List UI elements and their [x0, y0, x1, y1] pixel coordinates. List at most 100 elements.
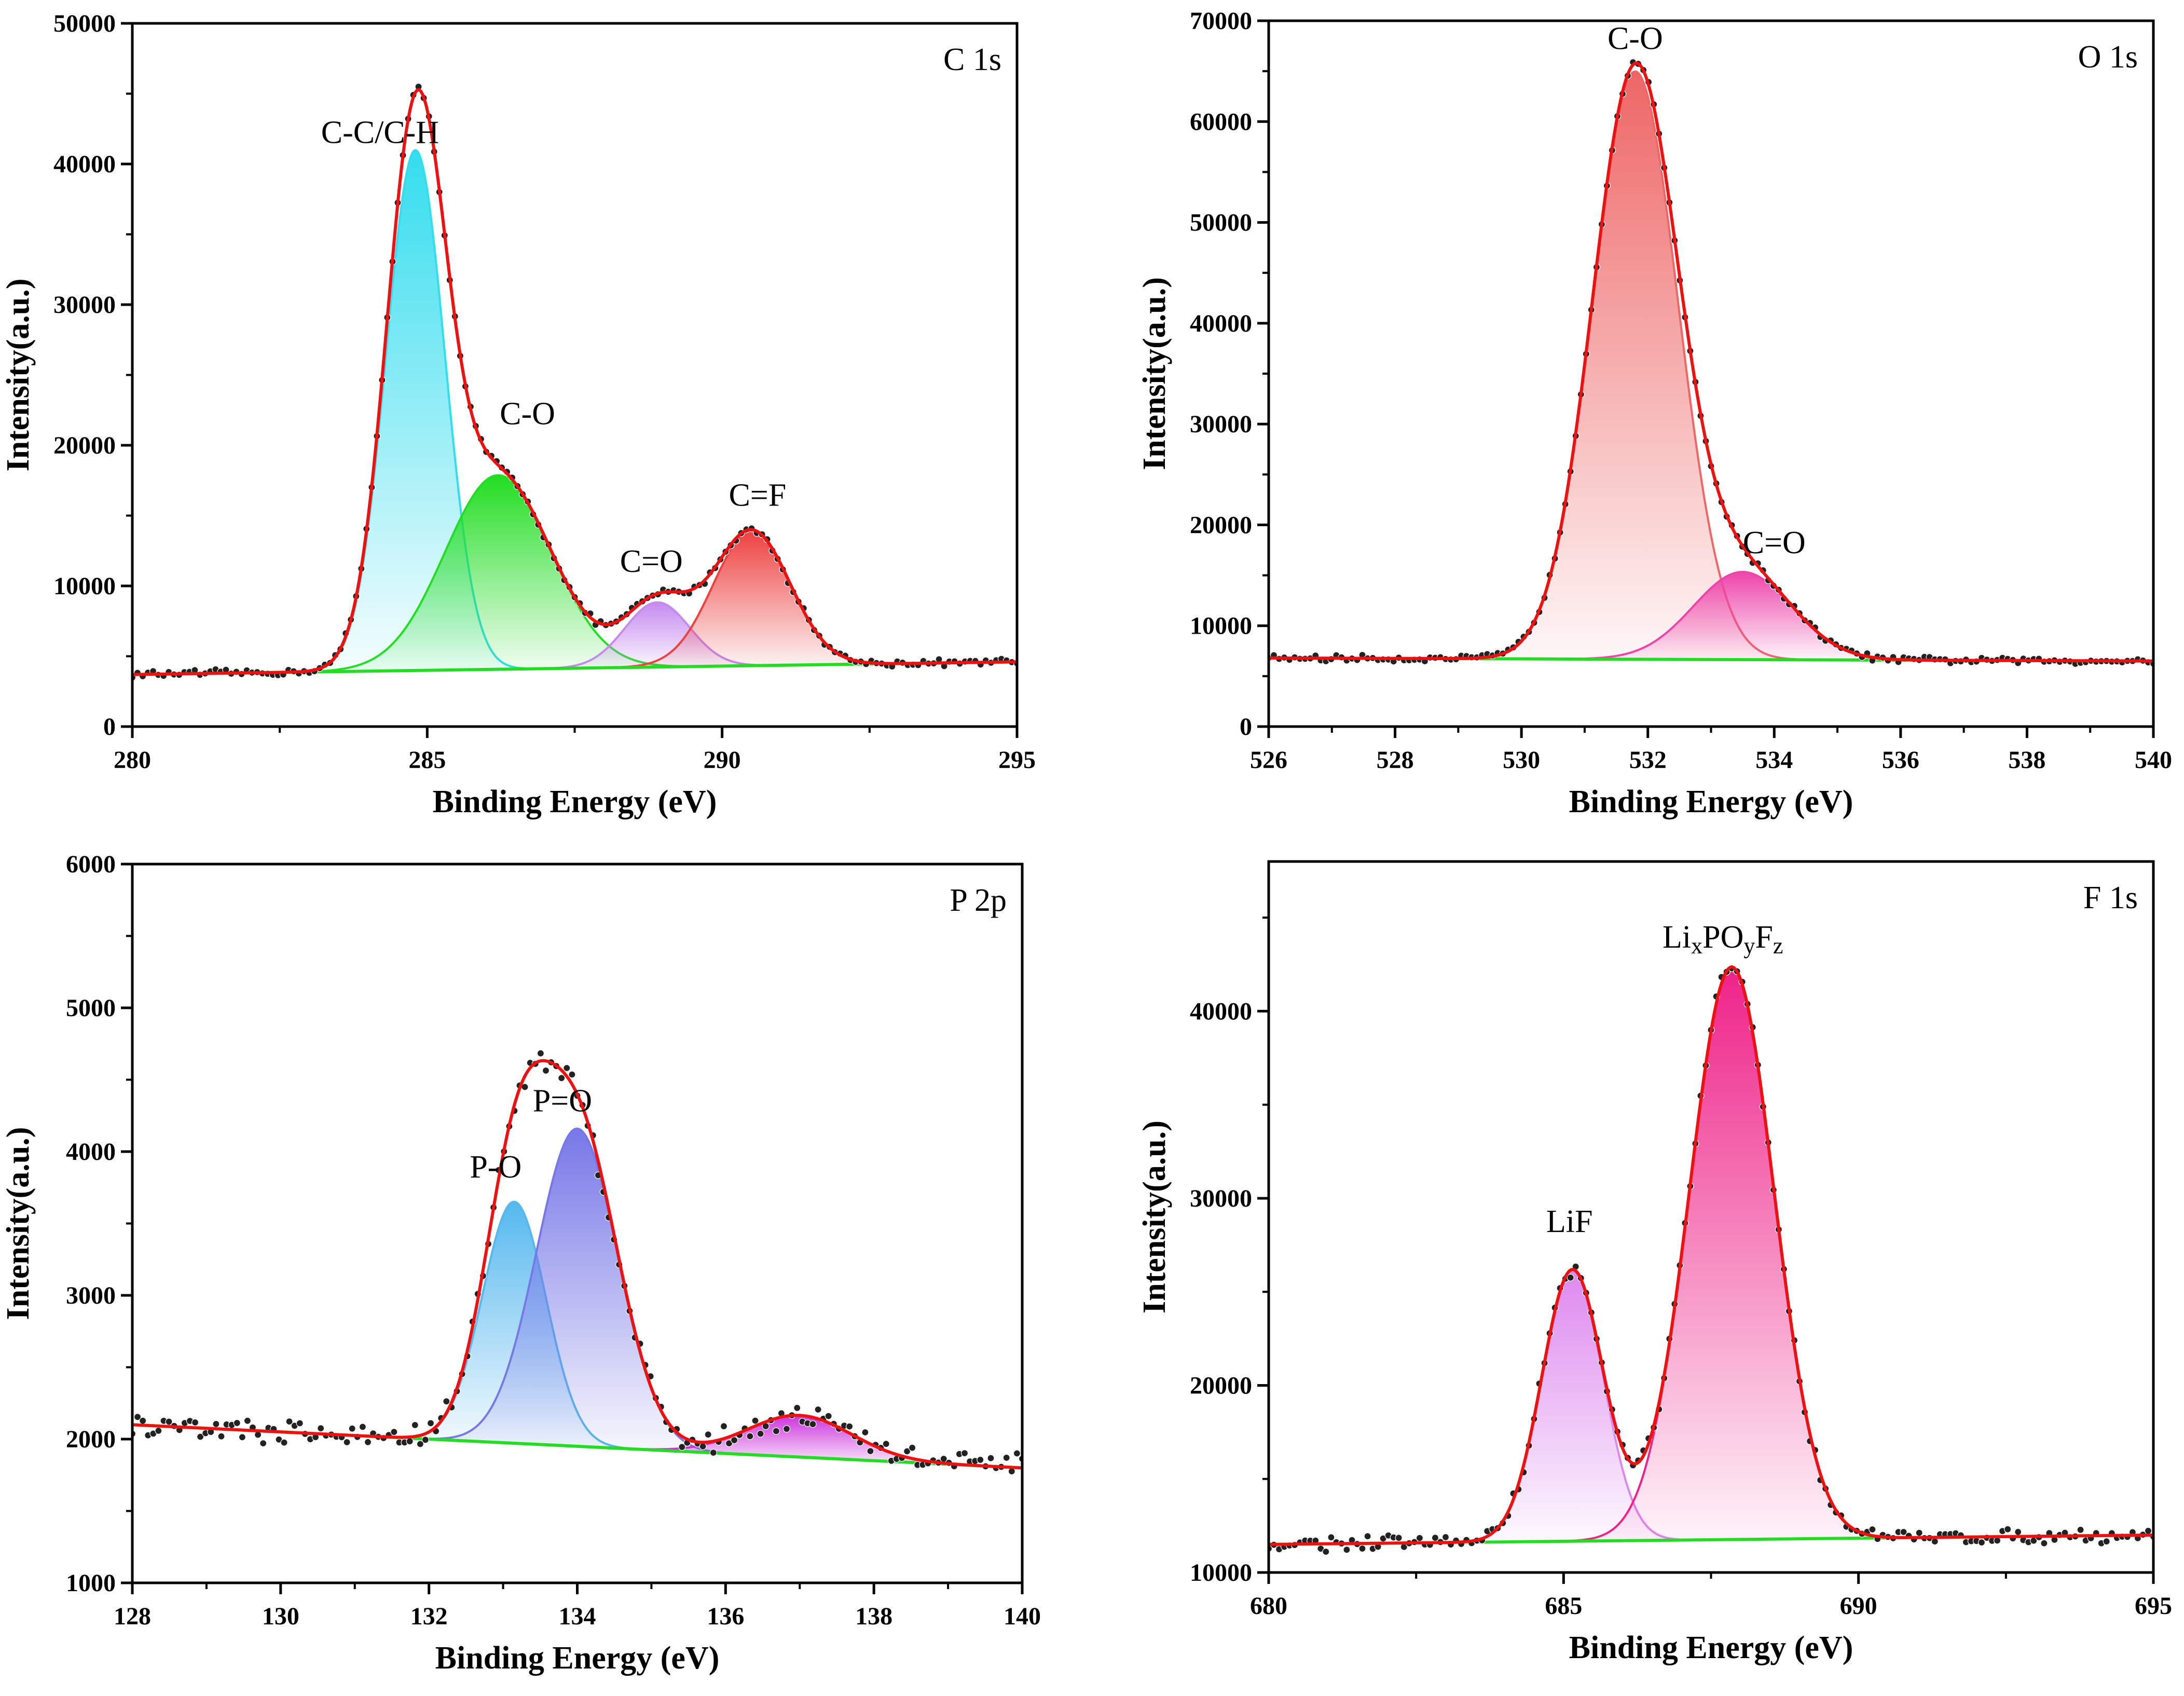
x-axis-title: Binding Energy (eV) — [433, 784, 717, 819]
peak-fill — [1444, 1270, 1701, 1543]
peak-label: C=O — [620, 544, 683, 579]
raw-data-point — [757, 1430, 764, 1438]
raw-data-point — [2077, 1526, 2084, 1534]
peak-fill — [582, 1415, 1018, 1468]
peak-fill — [406, 1128, 749, 1455]
y-tick-label: 2000 — [66, 1426, 116, 1453]
raw-data-point — [134, 1413, 142, 1421]
plot-area — [1269, 964, 2153, 1556]
raw-data-point — [704, 1431, 712, 1439]
raw-data-point — [217, 1432, 225, 1440]
raw-data-point — [568, 1071, 576, 1078]
x-tick-label: 134 — [559, 1603, 596, 1630]
raw-data-point — [867, 1447, 874, 1455]
y-tick-label: 30000 — [53, 291, 116, 319]
raw-data-point — [720, 1423, 728, 1430]
raw-data-point — [2014, 1528, 2022, 1536]
peak-label: C=O — [1743, 525, 1806, 560]
raw-data-point — [678, 1443, 686, 1451]
y-tick-label: 20000 — [1190, 1372, 1252, 1399]
x-tick-label: 136 — [707, 1603, 744, 1630]
y-tick-label: 20000 — [1190, 511, 1252, 539]
y-axis-title: Intensity(a.u.) — [1, 278, 36, 471]
envelope-fit-curve — [1269, 61, 2153, 663]
x-tick-label: 530 — [1503, 746, 1540, 774]
x-tick-label: 528 — [1377, 746, 1414, 774]
raw-data-point — [1931, 1538, 1939, 1545]
raw-data-point — [1567, 1274, 1574, 1281]
raw-data-point — [421, 1436, 430, 1444]
x-axis-title: Binding Energy (eV) — [1569, 1630, 1853, 1665]
raw-data-point — [814, 1405, 822, 1414]
envelope-fit-curve — [1269, 965, 2153, 1546]
raw-data-point — [782, 1425, 791, 1433]
panel-label: P 2p — [950, 883, 1007, 918]
y-tick-label: 30000 — [1190, 411, 1252, 438]
peak-label: P=O — [533, 1083, 592, 1118]
y-tick-label: 20000 — [53, 432, 116, 459]
raw-data-point — [197, 1433, 204, 1441]
raw-data-point — [793, 1404, 801, 1412]
raw-data-point — [427, 1419, 435, 1427]
raw-data-point — [903, 1447, 911, 1455]
x-tick-label: 526 — [1250, 746, 1287, 774]
raw-data-point — [1915, 1529, 1923, 1537]
y-tick-label: 10000 — [1190, 612, 1252, 640]
x-tick-label: 685 — [1545, 1592, 1582, 1620]
raw-data-point — [238, 1433, 246, 1441]
peak-label: LiF — [1546, 1204, 1593, 1239]
peak-label: C=F — [729, 478, 786, 513]
raw-data-point — [908, 1444, 916, 1452]
raw-data-point — [348, 1425, 356, 1432]
raw-data-point — [537, 1049, 545, 1057]
raw-data-point — [259, 1440, 267, 1447]
plot-area — [132, 1049, 1022, 1475]
raw-data-point — [882, 1440, 890, 1448]
raw-data-point — [285, 1418, 293, 1426]
x-tick-label: 130 — [262, 1603, 299, 1630]
raw-data-point — [416, 1440, 424, 1448]
raw-data-point — [2040, 1539, 2048, 1547]
panel-2: 128 130 132 134 136 138 140 1000 2000 3000 4000 500… — [1, 851, 1041, 1676]
x-tick-label: 680 — [1250, 1592, 1287, 1620]
raw-data-point — [212, 1420, 220, 1428]
y-tick-label: 40000 — [53, 151, 116, 178]
raw-data-point — [139, 1417, 147, 1425]
raw-data-point — [406, 1438, 414, 1445]
peak-fill — [590, 530, 913, 668]
raw-data-point — [825, 1412, 832, 1420]
raw-data-point — [1358, 1544, 1366, 1552]
x-tick-label: 690 — [1840, 1592, 1877, 1620]
raw-data-point — [1002, 1454, 1010, 1461]
x-tick-label: 532 — [1629, 746, 1667, 774]
panel-label: O 1s — [2078, 39, 2138, 75]
peak-label: LixPOyFz — [1663, 920, 1783, 959]
raw-data-point — [542, 1066, 550, 1074]
panel-label: F 1s — [2083, 880, 2138, 915]
y-tick-label: 5000 — [66, 994, 116, 1022]
y-tick-label: 4000 — [66, 1138, 116, 1166]
raw-data-point — [699, 1442, 707, 1451]
raw-data-point — [2144, 1527, 2152, 1535]
peak-fill — [521, 602, 794, 669]
x-tick-label: 290 — [704, 746, 741, 774]
raw-data-point — [1900, 1528, 1907, 1536]
raw-data-point — [1327, 1534, 1335, 1541]
y-axis-title: Intensity(a.u.) — [1137, 1120, 1172, 1314]
x-tick-label: 132 — [410, 1603, 448, 1630]
raw-data-point — [772, 1427, 780, 1435]
raw-data-point — [1416, 1534, 1423, 1542]
y-tick-label: 30000 — [1190, 1185, 1252, 1212]
peak-label: C-C/C-H — [321, 115, 439, 150]
peak-label: C-O — [1608, 21, 1663, 56]
raw-data-point — [1977, 1539, 1986, 1547]
raw-data-point — [359, 1423, 367, 1431]
peak-label: C-O — [500, 396, 555, 431]
peak-label: P-O — [470, 1150, 521, 1185]
raw-data-point — [861, 1428, 869, 1437]
envelope-fit-curve — [132, 1059, 1022, 1470]
raw-data-point — [987, 1454, 995, 1462]
x-axis-title: Binding Energy (eV) — [435, 1640, 720, 1676]
peak-fill — [1454, 71, 1816, 660]
